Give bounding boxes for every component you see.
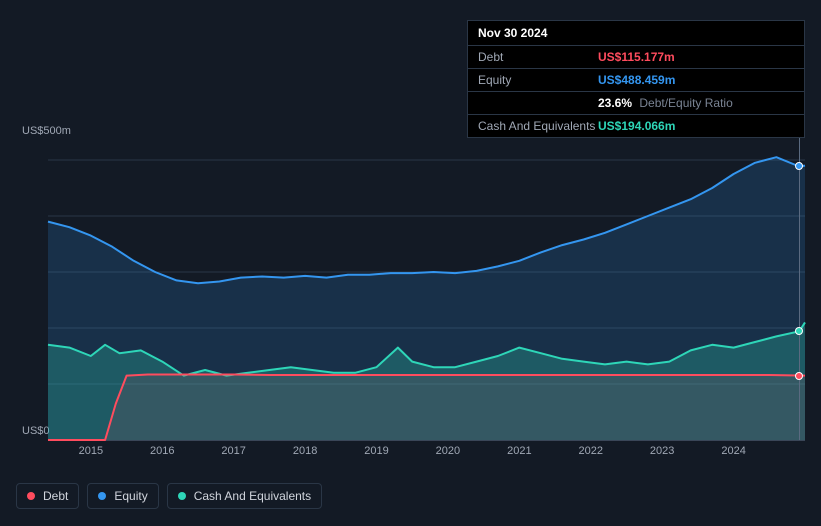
plot-area[interactable] — [48, 132, 805, 440]
x-axis-tick: 2023 — [650, 445, 674, 457]
x-axis-tick: 2015 — [79, 445, 103, 457]
tooltip-label: Equity — [478, 73, 598, 87]
x-axis: 2015 2016 2017 2018 2019 2020 2021 2022 2023 2024 — [48, 445, 805, 461]
legend: Debt Equity Cash And Equivalents — [16, 483, 322, 509]
x-axis-tick: 2024 — [721, 445, 745, 457]
tooltip-value: US$488.459m — [598, 73, 675, 87]
cursor-line — [799, 132, 800, 440]
tooltip-value: 23.6% Debt/Equity Ratio — [598, 96, 733, 110]
x-axis-tick: 2017 — [221, 445, 245, 457]
tooltip-value: US$194.066m — [598, 119, 675, 133]
x-axis-tick: 2016 — [150, 445, 174, 457]
x-axis-tick: 2019 — [364, 445, 388, 457]
tooltip-row-debt: Debt US$115.177m — [468, 46, 804, 69]
tooltip-label: Cash And Equivalents — [478, 119, 598, 133]
tooltip-date: Nov 30 2024 — [468, 21, 804, 46]
legend-label: Equity — [114, 489, 147, 503]
tooltip-label: Debt — [478, 50, 598, 64]
x-axis-tick: 2018 — [293, 445, 317, 457]
tooltip-row-cash: Cash And Equivalents US$194.066m — [468, 115, 804, 137]
legend-label: Cash And Equivalents — [194, 489, 311, 503]
legend-label: Debt — [43, 489, 68, 503]
cursor-dot-equity — [795, 162, 803, 170]
y-axis-tick: US$0 — [22, 425, 50, 437]
x-axis-tick: 2022 — [579, 445, 603, 457]
cursor-dot-cash — [795, 327, 803, 335]
x-axis-tick: 2021 — [507, 445, 531, 457]
tooltip-row-ratio: 23.6% Debt/Equity Ratio — [468, 92, 804, 115]
tooltip-row-equity: Equity US$488.459m — [468, 69, 804, 92]
chart-container: Nov 30 2024 Debt US$115.177m Equity US$4… — [0, 0, 821, 526]
hover-tooltip: Nov 30 2024 Debt US$115.177m Equity US$4… — [467, 20, 805, 138]
tooltip-value: US$115.177m — [598, 50, 675, 64]
tooltip-label — [478, 96, 598, 110]
x-axis-tick: 2020 — [436, 445, 460, 457]
legend-item-debt[interactable]: Debt — [16, 483, 79, 509]
legend-dot — [27, 492, 35, 500]
cursor-dot-debt — [795, 372, 803, 380]
legend-item-cash[interactable]: Cash And Equivalents — [167, 483, 322, 509]
legend-dot — [98, 492, 106, 500]
series-layer — [48, 132, 805, 440]
legend-dot — [178, 492, 186, 500]
legend-item-equity[interactable]: Equity — [87, 483, 158, 509]
